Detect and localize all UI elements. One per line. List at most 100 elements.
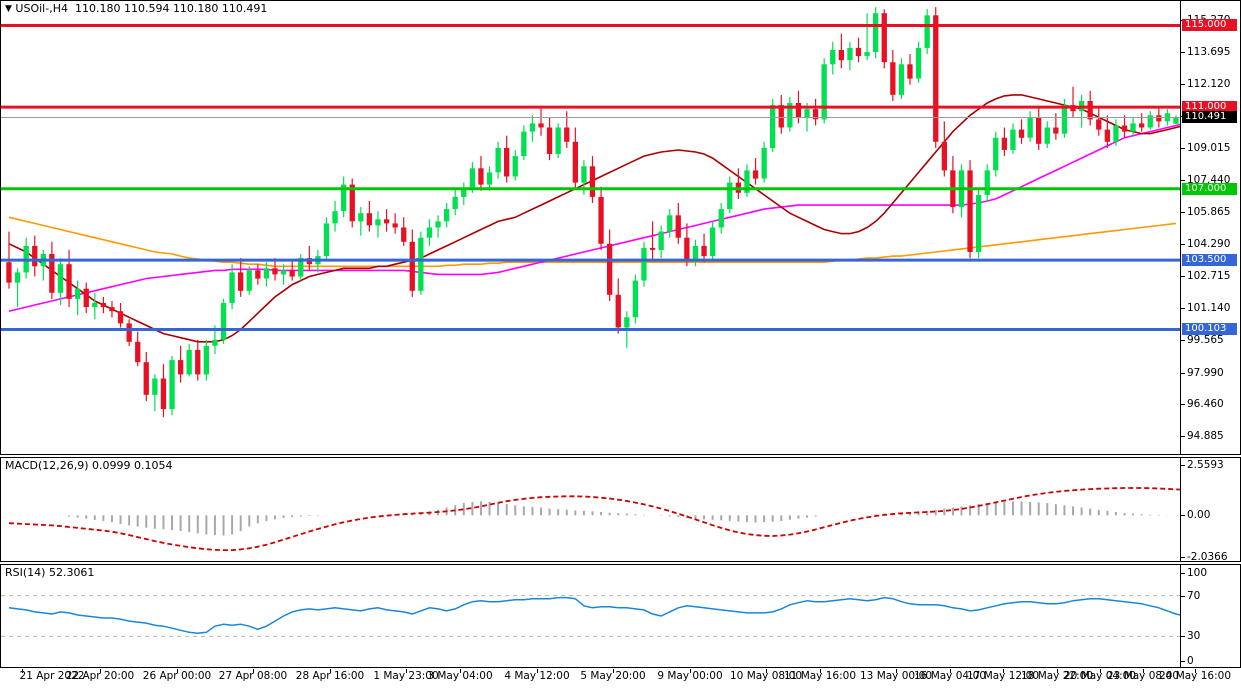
price-axis-label: 96.460 [1187, 397, 1224, 410]
candle-body [366, 213, 372, 226]
candle-body [684, 237, 690, 261]
candle-body [581, 166, 587, 183]
time-axis: 21 Apr 2022 22 Apr 20:00 26 Apr 00:00 27 Ap… [0, 669, 1241, 687]
candle-body [66, 264, 72, 299]
candle-body [529, 123, 536, 132]
macd-axis-label: -2.0366 [1187, 551, 1228, 563]
level-badge-107[interactable]: 107.000 [1182, 182, 1237, 195]
price-axis[interactable]: 115.270113.695112.120110.545109.015107.4… [1180, 1, 1240, 454]
time-axis-tick [22, 669, 23, 673]
candle-body [195, 349, 201, 375]
candle-body [564, 127, 570, 142]
time-axis-label: 10 May 08:00 [729, 670, 803, 682]
candle-body [933, 15, 939, 142]
candle-body [109, 307, 115, 312]
candle-body [761, 147, 767, 179]
time-axis-tick [1057, 669, 1058, 673]
candle-body [203, 345, 209, 375]
candle-body [289, 270, 295, 277]
candle-body [263, 268, 270, 279]
candle-body [598, 196, 604, 244]
candle-body [838, 50, 844, 61]
price-axis-tick [1181, 435, 1185, 437]
price-axis-tick [1181, 179, 1185, 181]
candle-body [1147, 115, 1153, 128]
candle-body [847, 47, 853, 61]
candle-body [255, 270, 261, 279]
level-badge-115[interactable]: 115.000 [1182, 19, 1237, 32]
candle-body [375, 219, 381, 226]
rsi-title: RSI(14) 52.3061 [5, 566, 95, 579]
candle-body [435, 221, 441, 228]
rsi-axis-label: 30 [1187, 630, 1201, 643]
symbol-header[interactable]: ▼ USOil-,H4 110.180 110.594 110.180 110.… [5, 3, 267, 15]
time-axis-label: 23 May 08:00 [1106, 670, 1180, 682]
candle-body [924, 15, 930, 48]
candle-body [890, 62, 896, 95]
time-axis-tick [1143, 669, 1144, 673]
candle-body [1061, 105, 1068, 134]
time-axis-label: 3 May 04:00 [427, 670, 493, 682]
candle-body [246, 270, 252, 291]
candle-body [941, 141, 947, 171]
rsi-axis-tick [1181, 636, 1185, 638]
candle-body [864, 52, 870, 57]
macd-title: MACD(12,26,9) 0.0999 0.1054 [5, 459, 173, 472]
time-axis-label: 17 May 12:00 [966, 670, 1040, 682]
candle-body [881, 13, 887, 63]
triangle-down-icon[interactable]: ▼ [5, 4, 12, 14]
candle-body [1027, 117, 1033, 138]
candle-body [770, 105, 776, 148]
candle-body [1121, 125, 1128, 132]
candle-body [1036, 117, 1042, 144]
macd-panel[interactable]: 2.5593 0.00 -2.0366 MACD(12,26,9) 0.0999 0… [0, 457, 1241, 562]
candle-body [744, 170, 750, 193]
candle-body [692, 245, 699, 261]
current-price-badge[interactable]: 110.491 [1182, 111, 1237, 124]
price-axis-label: 105.865 [1187, 205, 1231, 218]
price-axis-label: 104.290 [1187, 238, 1231, 251]
time-axis-label: 27 Apr 08:00 [218, 670, 288, 682]
candle-body [1053, 127, 1059, 134]
price-axis-label: 94.885 [1187, 429, 1224, 442]
rsi-panel[interactable]: 100 70 30 0 RSI(14) 52.3061 [0, 564, 1241, 668]
candle-body [495, 147, 501, 173]
level-badge-103[interactable]: 103.500 [1182, 254, 1237, 267]
candle-body [546, 127, 553, 154]
time-axis-tick [896, 669, 897, 673]
candle-body [401, 227, 407, 242]
candle-body [632, 280, 638, 318]
time-axis-tick [766, 669, 767, 673]
price-axis-label: 97.990 [1187, 366, 1224, 379]
candle-body [710, 227, 716, 257]
macd-axis-label: 2.5593 [1187, 459, 1224, 471]
rsi-axis-label: 0 [1187, 655, 1194, 667]
time-axis-label: 13 May 00:00 [859, 670, 933, 682]
candle-body [349, 184, 355, 222]
candle-body [117, 311, 124, 324]
macd-axis-tick [1181, 465, 1185, 466]
price-panel[interactable]: 115.270113.695112.120110.545109.015107.4… [0, 0, 1241, 455]
candle-body [280, 270, 287, 275]
candle-body [873, 13, 879, 52]
macd-axis: 2.5593 0.00 -2.0366 [1180, 458, 1240, 563]
level-badge-111[interactable]: 111.000 [1182, 101, 1237, 114]
candle-body [855, 47, 862, 57]
candle-body [426, 227, 433, 238]
price-axis-label: 107.440 [1187, 173, 1231, 186]
candle-body [178, 360, 184, 375]
candle-body [1001, 137, 1007, 150]
level-badge-100[interactable]: 100.103 [1182, 323, 1237, 336]
time-axis-tick [330, 669, 331, 673]
time-axis-label: 5 May 20:00 [580, 670, 646, 682]
time-axis-tick [950, 669, 951, 673]
candle-body [1173, 117, 1179, 124]
candle-body [169, 360, 175, 410]
time-axis-tick [1100, 669, 1101, 673]
candle-body [658, 231, 664, 250]
price-axis-tick [1181, 340, 1185, 342]
macd-axis-tick [1181, 515, 1185, 517]
candle-body [993, 137, 999, 171]
rsi-axis-tick [1181, 661, 1185, 662]
